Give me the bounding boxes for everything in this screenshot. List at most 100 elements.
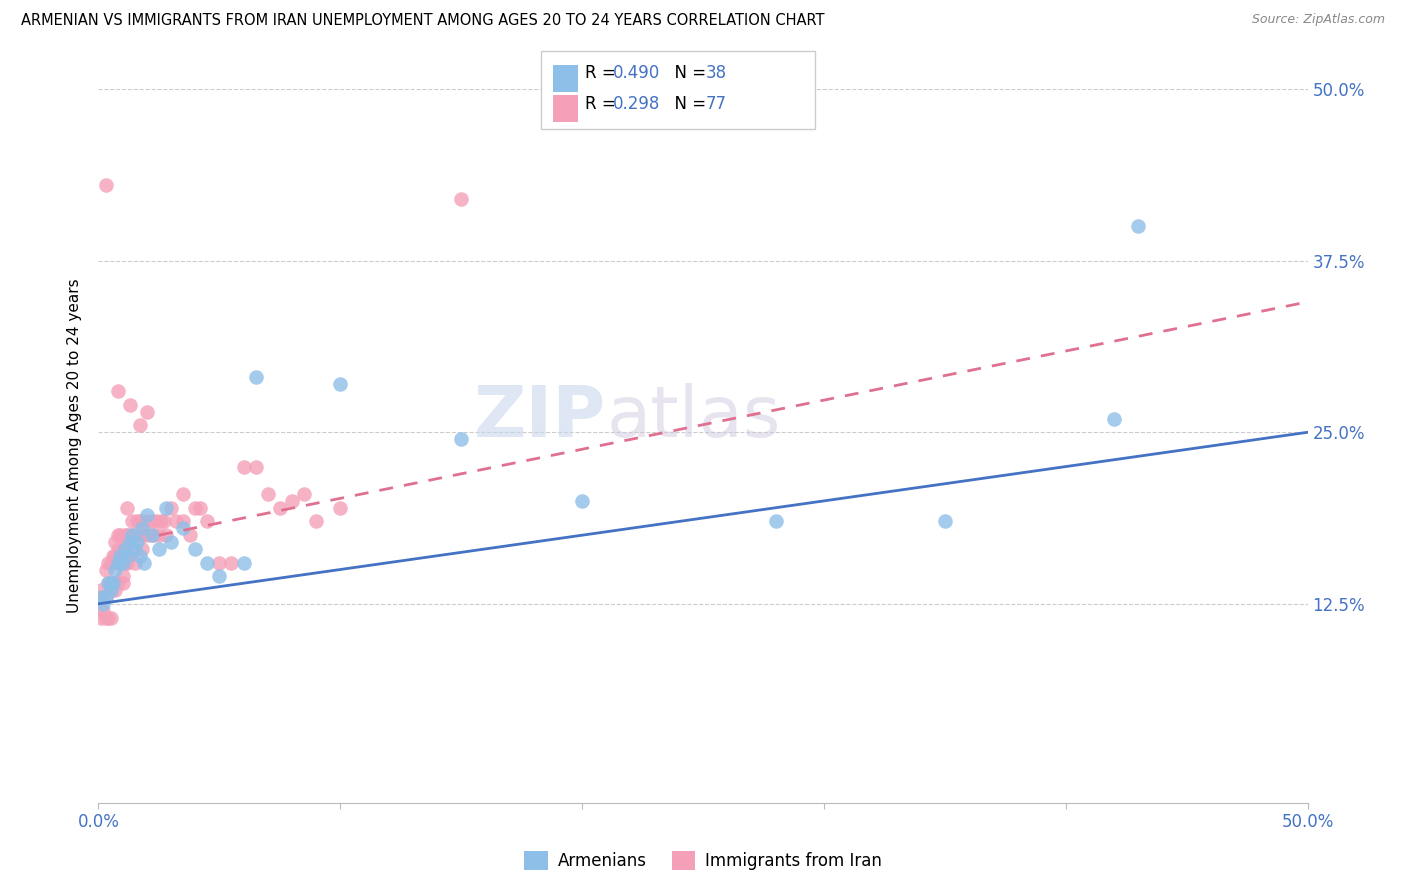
Point (128, 549, 150, 563)
Point (305, 515, 328, 529)
Point (329, 377, 352, 392)
Point (172, 487, 194, 501)
Point (94, 178, 117, 193)
Point (232, 556, 254, 570)
Point (90, 583, 112, 598)
Point (111, 576, 134, 591)
Point (104, 535, 127, 549)
Point (934, 515, 956, 529)
Point (131, 541, 153, 556)
Point (118, 398, 141, 412)
Point (179, 528, 201, 542)
Point (135, 405, 157, 419)
Point (165, 515, 187, 529)
Point (97, 556, 120, 570)
Point (150, 515, 173, 529)
Legend: Armenians, Immigrants from Iran: Armenians, Immigrants from Iran (517, 844, 889, 877)
Point (131, 521, 153, 535)
Point (100, 583, 122, 598)
Text: R =: R = (585, 95, 621, 112)
Point (97, 576, 120, 591)
Text: 0.490: 0.490 (613, 64, 661, 82)
Text: 0.298: 0.298 (613, 95, 661, 112)
Point (135, 515, 157, 529)
Point (128, 515, 150, 529)
Point (107, 576, 129, 591)
Point (104, 583, 127, 598)
Point (107, 528, 129, 542)
Point (107, 384, 129, 398)
Point (245, 370, 267, 384)
Point (160, 535, 183, 549)
Point (107, 556, 129, 570)
Point (450, 192, 472, 206)
Point (329, 500, 352, 515)
Point (94, 610, 117, 624)
Point (117, 549, 139, 563)
Point (184, 541, 207, 556)
Point (118, 528, 141, 542)
Point (148, 541, 170, 556)
Point (127, 515, 149, 529)
Point (138, 528, 160, 542)
Point (160, 500, 183, 515)
Text: 77: 77 (706, 95, 727, 112)
Point (117, 528, 139, 542)
Point (111, 569, 134, 583)
Point (141, 515, 163, 529)
Point (100, 610, 122, 624)
Point (134, 556, 156, 570)
Point (121, 541, 143, 556)
Point (155, 528, 177, 542)
Point (118, 535, 141, 549)
Point (94, 590, 117, 604)
Point (195, 556, 218, 570)
Point (221, 556, 243, 570)
Point (124, 528, 146, 542)
Text: N =: N = (664, 64, 711, 82)
Point (256, 487, 278, 501)
Point (1102, 411, 1125, 425)
Text: atlas: atlas (606, 383, 780, 452)
Point (121, 528, 143, 542)
Point (148, 528, 170, 542)
Point (101, 549, 124, 563)
Point (114, 541, 136, 556)
Point (184, 500, 207, 515)
Point (100, 556, 122, 570)
Point (292, 487, 315, 501)
Point (100, 583, 122, 598)
Point (108, 528, 131, 542)
Point (100, 576, 122, 591)
Point (124, 541, 146, 556)
Text: Source: ZipAtlas.com: Source: ZipAtlas.com (1251, 13, 1385, 27)
Point (118, 549, 141, 563)
Point (450, 432, 472, 446)
Point (269, 500, 291, 515)
Point (143, 528, 166, 542)
Text: N =: N = (664, 95, 711, 112)
Point (101, 576, 124, 591)
Point (107, 541, 129, 556)
Text: R =: R = (585, 64, 621, 82)
Point (152, 515, 174, 529)
Point (124, 556, 146, 570)
Point (571, 494, 593, 508)
Point (91, 590, 114, 604)
Point (117, 500, 139, 515)
Point (114, 541, 136, 556)
Point (172, 521, 194, 535)
Point (104, 562, 127, 576)
Text: ZIP: ZIP (474, 383, 606, 452)
Text: 38: 38 (706, 64, 727, 82)
Point (91, 604, 114, 618)
Point (145, 515, 167, 529)
Point (111, 541, 134, 556)
Point (108, 549, 131, 563)
Point (91, 597, 114, 611)
Point (94, 562, 117, 576)
Text: ARMENIAN VS IMMIGRANTS FROM IRAN UNEMPLOYMENT AMONG AGES 20 TO 24 YEARS CORRELAT: ARMENIAN VS IMMIGRANTS FROM IRAN UNEMPLO… (21, 13, 824, 29)
Point (101, 576, 124, 591)
Point (97, 576, 120, 591)
Point (114, 528, 136, 542)
